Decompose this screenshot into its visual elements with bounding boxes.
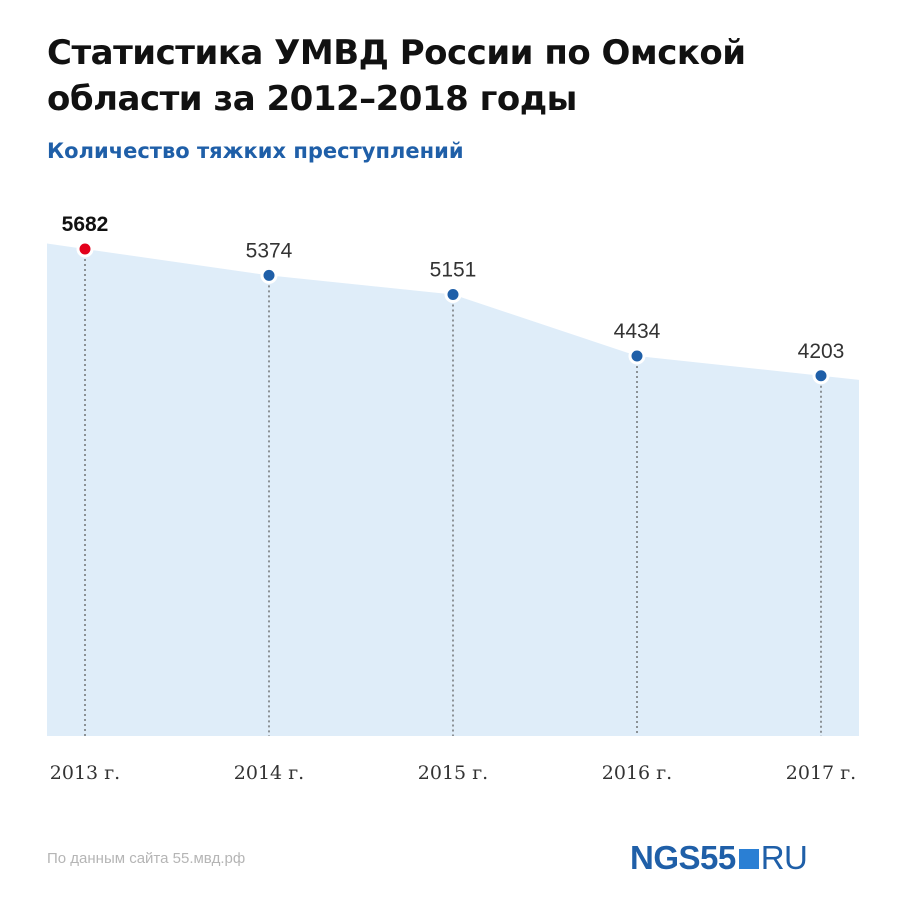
data-label: 4203 [798,340,845,363]
x-tick-label: 2014 г. [234,762,304,784]
logo-suffix-text: RU [760,839,808,876]
logo-main-text: NGS55 [630,839,736,876]
x-tick-label: 2013 г. [50,762,120,784]
data-point [444,286,462,304]
x-tick-label: 2016 г. [602,762,672,784]
x-tick-label: 2017 г. [786,762,856,784]
x-tick-label: 2015 г. [418,762,488,784]
data-point [628,347,646,365]
data-label: 4434 [614,320,661,343]
data-point-highlight [76,240,94,258]
source-note: По данным сайта 55.мвд.рф [47,850,246,867]
ngs55-logo: NGS55 RU [630,838,808,878]
data-label: 5682 [62,213,109,236]
data-point [812,367,830,385]
data-label: 5374 [246,239,293,262]
data-point [260,266,278,284]
chart-title: Статистика УМВД России по Омской области… [47,33,746,119]
logo-square-icon [738,849,759,869]
chart-subtitle: Количество тяжких преступлений [47,139,464,163]
data-label: 5151 [430,259,477,282]
